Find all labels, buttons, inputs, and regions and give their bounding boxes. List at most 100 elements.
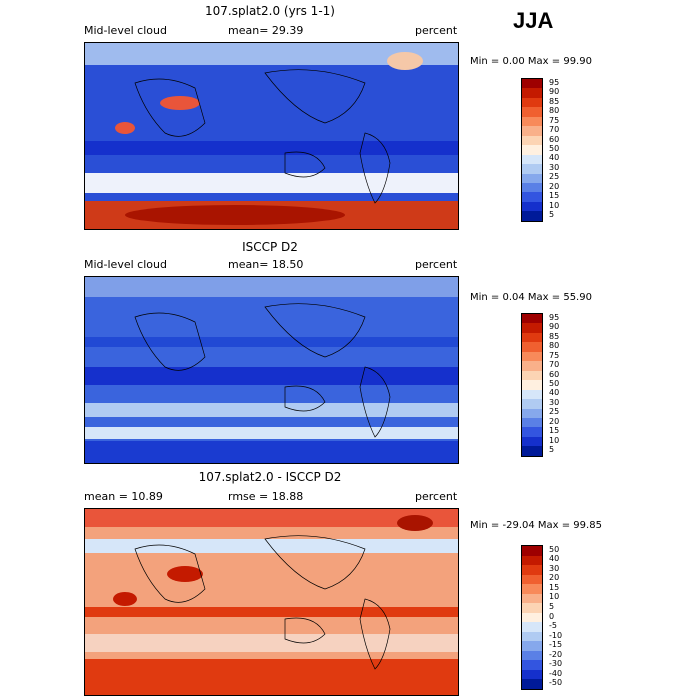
colorbar-swatch — [522, 107, 542, 117]
colorbar-tick-label: 40 — [549, 554, 560, 564]
colorbar-tick-label: 50 — [549, 144, 560, 153]
colorbar-tick-label: 20 — [549, 573, 560, 583]
colorbar-swatch — [522, 88, 542, 98]
panel-2-field-label: Mid-level cloud — [84, 258, 167, 271]
colorbar-tick-label: 15 — [549, 582, 560, 592]
colorbar-swatch — [522, 399, 542, 409]
panel-2-colorbar — [521, 313, 543, 457]
colorbar-tick-label: 30 — [549, 563, 560, 573]
colorbar-tick-label: 90 — [549, 322, 560, 332]
colorbar-tick-label: 5 — [549, 210, 555, 220]
colorbar-tick-label: 15 — [549, 191, 560, 201]
colorbar-tick-label: 95 — [549, 77, 560, 87]
colorbar-swatch — [522, 97, 542, 108]
panel-1-title: 107.splat2.0 (yrs 1-1) — [205, 4, 335, 18]
colorbar-swatch — [522, 679, 542, 689]
panel-3-colorbar — [521, 545, 543, 690]
colorbar-tick-label: -40 — [549, 668, 563, 678]
panel-3-minmax: Min = -29.04 Max = 99.85 — [470, 520, 602, 531]
season-label: JJA — [513, 8, 554, 33]
panel-3-map — [84, 508, 459, 696]
panel-2-title: ISCCP D2 — [242, 240, 298, 254]
colorbar-tick-label: 80 — [549, 341, 560, 351]
colorbar-tick-label: 25 — [549, 407, 560, 417]
colorbar-swatch — [522, 669, 542, 680]
colorbar-tick-label: -5 — [549, 621, 557, 631]
colorbar-tick-label: 85 — [549, 331, 560, 341]
panel-2-mean: mean= 18.50 — [228, 258, 304, 271]
colorbar-swatch — [522, 603, 542, 613]
colorbar-tick-label: 5 — [549, 601, 555, 611]
colorbar-tick-label: 10 — [549, 200, 560, 210]
colorbar-swatch — [522, 408, 542, 418]
colorbar-swatch — [522, 660, 542, 670]
colorbar-swatch — [522, 164, 542, 174]
colorbar-tick-label: 85 — [549, 96, 560, 106]
colorbar-swatch — [522, 201, 542, 212]
colorbar-tick-label: 20 — [549, 181, 560, 191]
colorbar-tick-label: 5 — [549, 445, 555, 455]
panel-1-map — [84, 42, 459, 230]
colorbar-swatch — [522, 631, 542, 642]
panel-1-field-label: Mid-level cloud — [84, 24, 167, 37]
colorbar-swatch — [522, 565, 542, 575]
colorbar-swatch — [522, 417, 542, 428]
colorbar-swatch — [522, 116, 542, 127]
colorbar-swatch — [522, 622, 542, 632]
colorbar-swatch — [522, 154, 542, 165]
colorbar-swatch — [522, 211, 542, 221]
colorbar-tick-label: -20 — [549, 649, 563, 659]
panel-3-mean: mean = 10.89 — [84, 490, 163, 503]
colorbar-tick-label: 50 — [549, 544, 560, 554]
colorbar-tick-label: -30 — [549, 659, 563, 669]
colorbar-swatch — [522, 323, 542, 333]
colorbar-tick-label: 60 — [549, 369, 560, 379]
colorbar-tick-label: 0 — [549, 611, 555, 621]
panel-1-minmax: Min = 0.00 Max = 99.90 — [470, 56, 592, 67]
colorbar-swatch — [522, 389, 542, 400]
colorbar-tick-label: 80 — [549, 106, 560, 116]
colorbar-tick-label: 30 — [549, 162, 560, 172]
colorbar-tick-label: -50 — [549, 678, 563, 688]
colorbar-swatch — [522, 650, 542, 661]
colorbar-tick-label: 20 — [549, 416, 560, 426]
colorbar-tick-label: -15 — [549, 640, 563, 650]
panel-1-mean: mean= 29.39 — [228, 24, 304, 37]
colorbar-swatch — [522, 79, 542, 89]
colorbar-swatch — [522, 436, 542, 447]
colorbar-tick-label: 15 — [549, 426, 560, 436]
panel-2-units: percent — [415, 258, 458, 271]
panel-3-title: 107.splat2.0 - ISCCP D2 — [198, 470, 342, 484]
panel-2-minmax: Min = 0.04 Max = 55.90 — [470, 292, 592, 303]
panel-2-map — [84, 276, 459, 464]
colorbar-tick-label: 25 — [549, 172, 560, 182]
colorbar-swatch — [522, 135, 542, 146]
colorbar-swatch — [522, 574, 542, 585]
colorbar-tick-label: 90 — [549, 87, 560, 97]
colorbar-swatch — [522, 351, 542, 362]
colorbar-swatch — [522, 145, 542, 155]
colorbar-swatch — [522, 314, 542, 324]
colorbar-swatch — [522, 332, 542, 343]
colorbar-swatch — [522, 380, 542, 390]
colorbar-tick-label: 40 — [549, 153, 560, 163]
colorbar-swatch — [522, 555, 542, 566]
colorbar-tick-label: -10 — [549, 630, 563, 640]
panel-1-units: percent — [415, 24, 458, 37]
colorbar-tick-label: 50 — [549, 379, 560, 388]
colorbar-swatch — [522, 361, 542, 371]
colorbar-swatch — [522, 446, 542, 456]
colorbar-swatch — [522, 641, 542, 651]
panel-3-units: percent — [415, 490, 458, 503]
colorbar-swatch — [522, 173, 542, 183]
colorbar-tick-label: 75 — [549, 350, 560, 360]
colorbar-swatch — [522, 593, 542, 604]
colorbar-tick-label: 70 — [549, 125, 560, 135]
colorbar-swatch — [522, 584, 542, 594]
colorbar-swatch — [522, 612, 542, 623]
colorbar-swatch — [522, 342, 542, 352]
colorbar-swatch — [522, 192, 542, 202]
colorbar-tick-label: 95 — [549, 312, 560, 322]
panel-3-rmse: rmse = 18.88 — [228, 490, 304, 503]
colorbar-swatch — [522, 182, 542, 193]
